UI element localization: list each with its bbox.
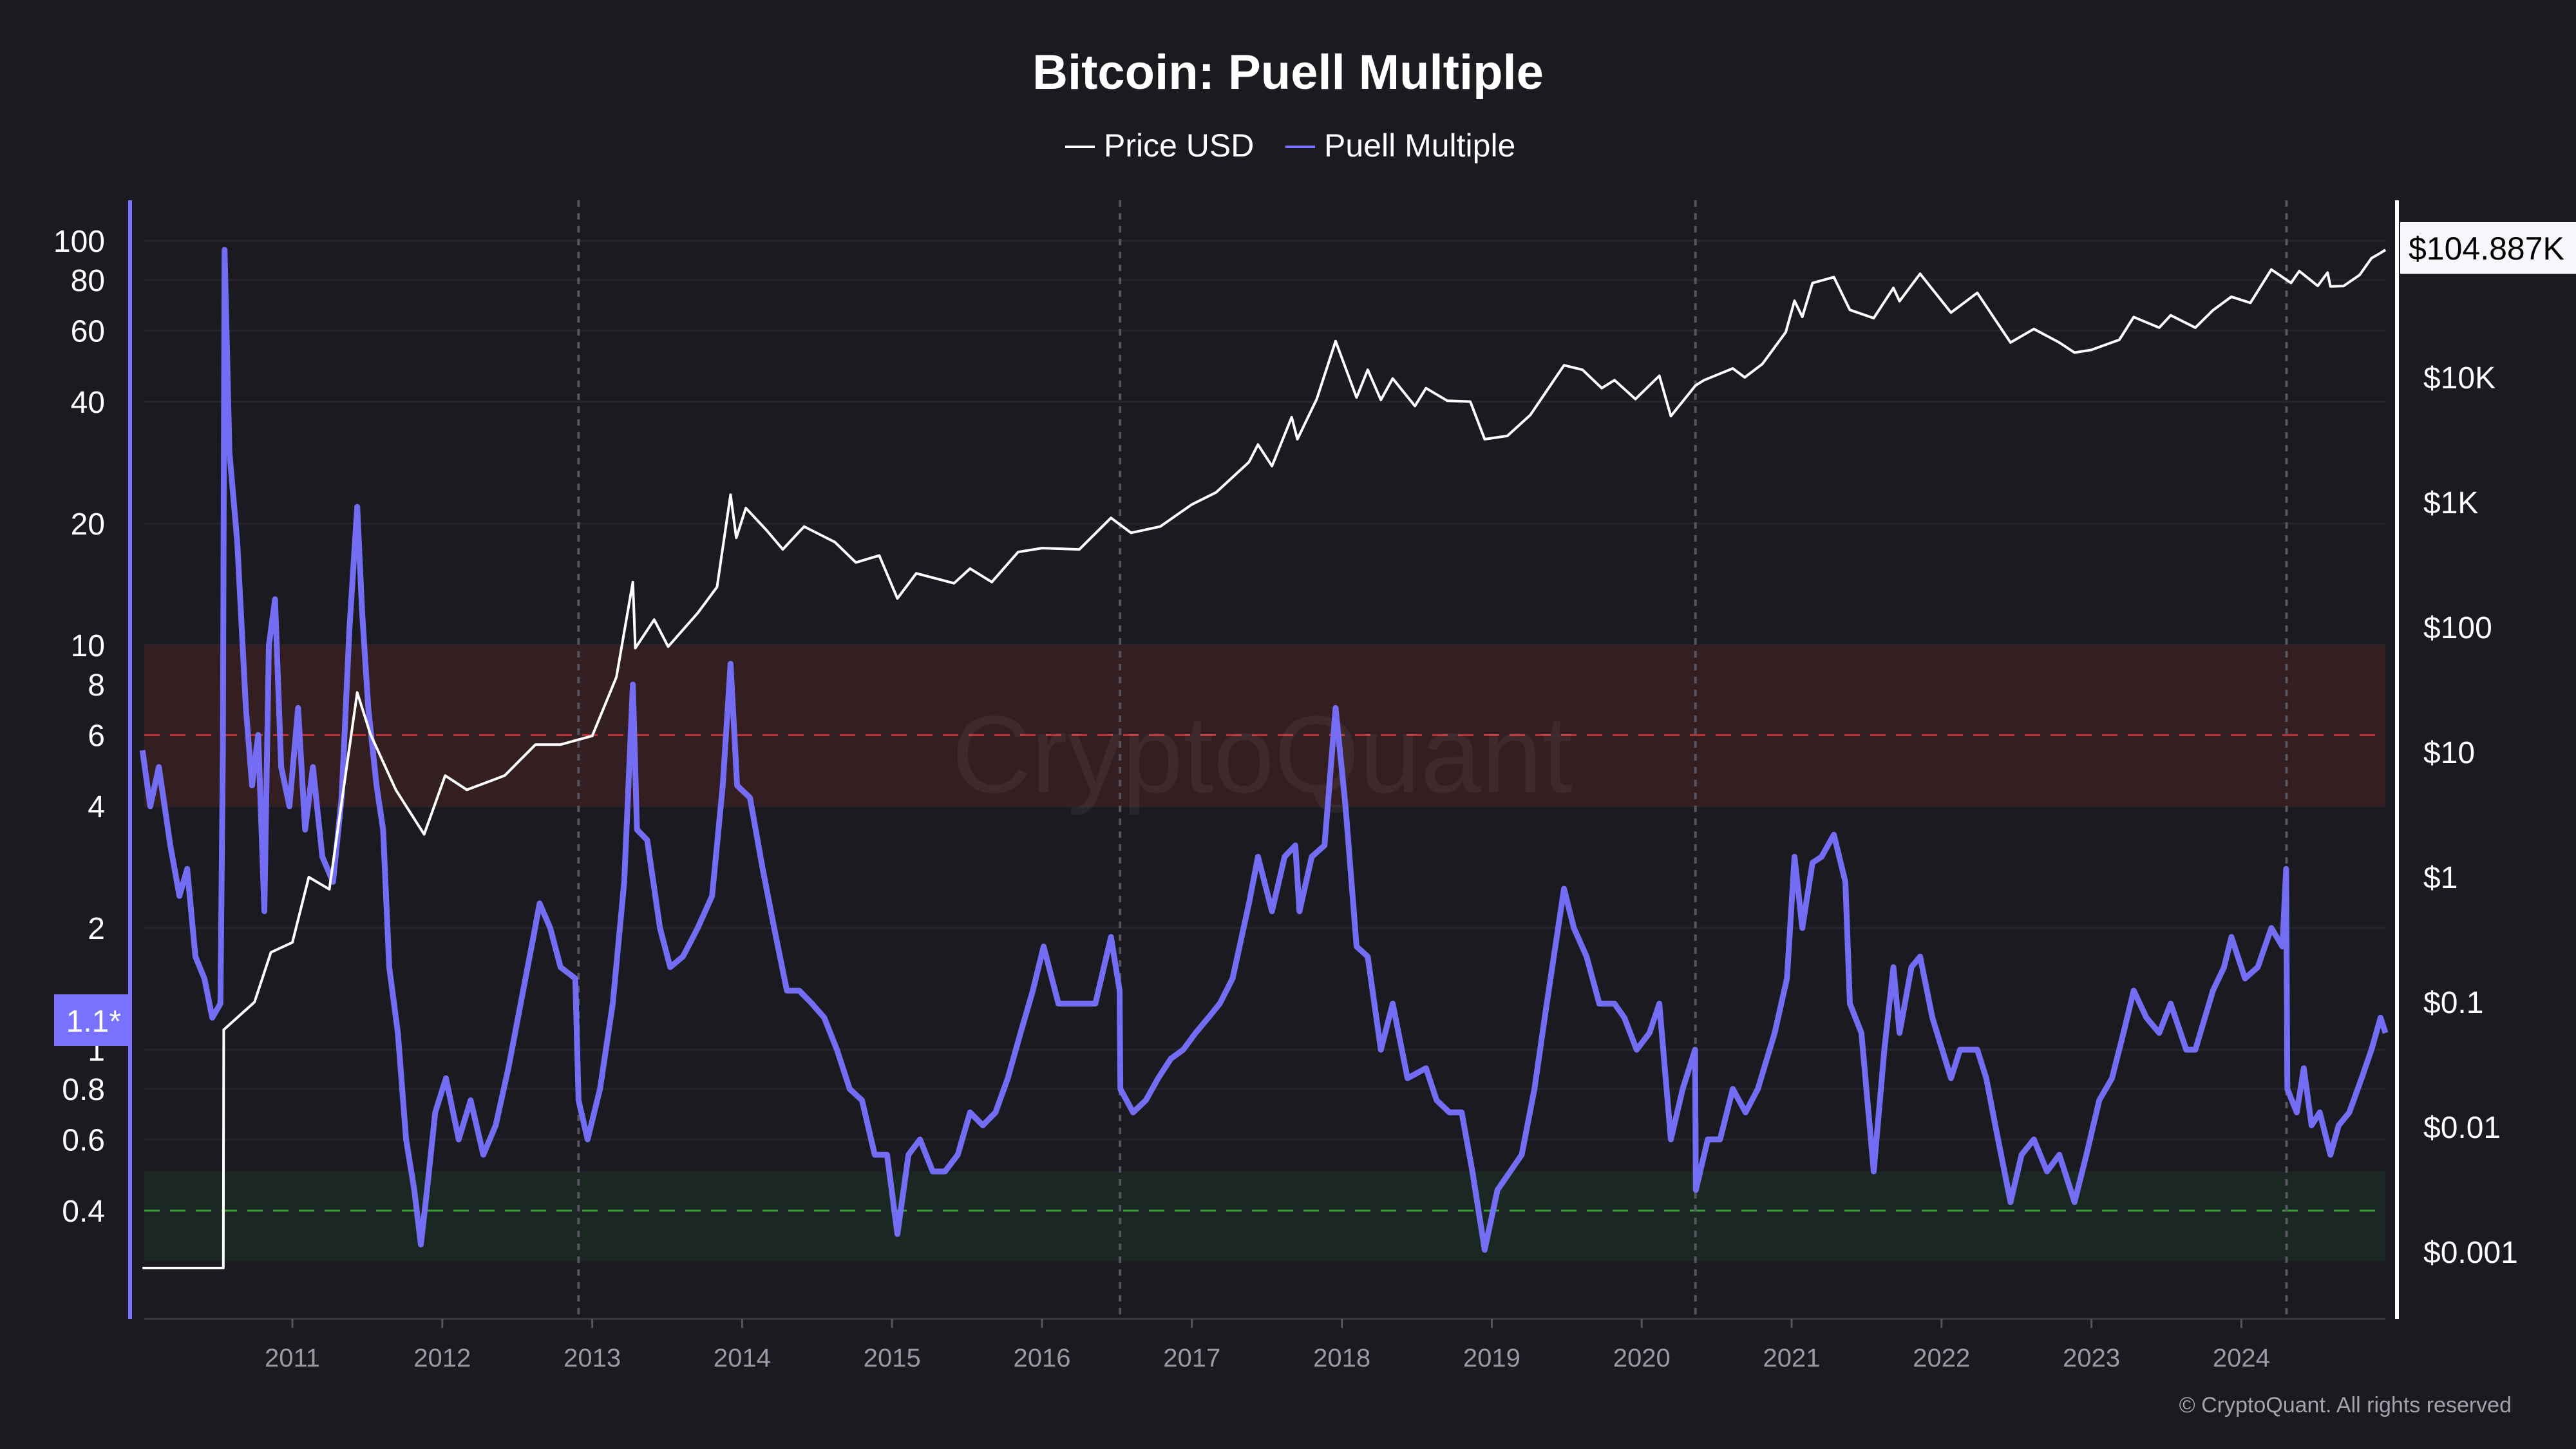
chart-title: Bitcoin: Puell Multiple bbox=[1032, 45, 1544, 100]
puell-multiple-line bbox=[139, 247, 2389, 1253]
current-price-value: $104.887K bbox=[2409, 231, 2564, 267]
left-tick-label: 10 bbox=[71, 629, 105, 663]
left-tick-label: 80 bbox=[71, 264, 105, 298]
legend-item-price[interactable]: Price USD bbox=[1065, 128, 1254, 164]
left-tick-label: 0.4 bbox=[62, 1195, 105, 1229]
left-tick-label: 100 bbox=[53, 225, 105, 259]
left-tick-label: 60 bbox=[71, 314, 105, 348]
x-tick-label: 2014 bbox=[714, 1344, 771, 1372]
right-tick-label: $0.001 bbox=[2423, 1236, 2518, 1270]
left-tick-label: 20 bbox=[71, 507, 105, 542]
x-tick-label: 2022 bbox=[1913, 1344, 1970, 1372]
x-tick-label: 2011 bbox=[265, 1344, 320, 1372]
series bbox=[139, 247, 2389, 1269]
left-tick-label: 2 bbox=[88, 912, 105, 946]
current-puell-value: 1.1* bbox=[66, 1005, 121, 1039]
left-tick-label: 0.6 bbox=[62, 1123, 105, 1157]
current-price-badge-bg bbox=[2400, 222, 2576, 274]
right-axis-ticks: $10K $1K $100 $10 $1 $0.1 $0.01 $0.001 bbox=[2423, 361, 2518, 1270]
x-tick-label: 2016 bbox=[1014, 1344, 1071, 1372]
x-tick-label: 2024 bbox=[2213, 1344, 2270, 1372]
right-tick-label: $100 bbox=[2423, 611, 2492, 645]
legend-item-puell[interactable]: Puell Multiple bbox=[1285, 128, 1515, 164]
right-tick-label: $0.1 bbox=[2423, 986, 2483, 1020]
watermark: CryptoQuant bbox=[952, 694, 1573, 816]
x-tick-label: 2021 bbox=[1763, 1344, 1821, 1372]
x-tick-label: 2019 bbox=[1463, 1344, 1520, 1372]
x-tick-label: 2020 bbox=[1613, 1344, 1671, 1372]
x-tick-label: 2023 bbox=[2063, 1344, 2120, 1372]
left-tick-label: 4 bbox=[88, 790, 105, 824]
left-tick-label: 6 bbox=[88, 719, 105, 753]
right-tick-label: $1 bbox=[2423, 861, 2458, 895]
right-tick-label: $1K bbox=[2423, 486, 2478, 520]
legend[interactable]: Price USD Puell Multiple bbox=[1065, 128, 1515, 164]
left-tick-label: 8 bbox=[88, 668, 105, 703]
current-puell-badge-bg bbox=[54, 994, 130, 1046]
copyright: © CryptoQuant. All rights reserved bbox=[2179, 1393, 2512, 1417]
threshold-bands bbox=[144, 645, 2385, 1262]
left-tick-label: 0.8 bbox=[62, 1073, 105, 1107]
right-tick-label: $0.01 bbox=[2423, 1111, 2501, 1145]
green-band bbox=[144, 1171, 2385, 1262]
legend-label-price: Price USD bbox=[1104, 128, 1254, 164]
right-tick-label: $10 bbox=[2423, 736, 2475, 770]
current-puell-badge: 1.1* bbox=[54, 994, 130, 1046]
current-price-badge: $104.887K bbox=[2400, 222, 2576, 274]
left-tick-label: 40 bbox=[71, 386, 105, 420]
x-tick-label: 2012 bbox=[413, 1344, 471, 1372]
legend-label-puell: Puell Multiple bbox=[1324, 128, 1515, 164]
halving-lines bbox=[577, 200, 2288, 1319]
x-axis-ticks: 2011 2012 2013 2014 2015 2016 2017 2018 2019 2020… bbox=[265, 1319, 2270, 1372]
x-tick-label: 2018 bbox=[1313, 1344, 1370, 1372]
x-tick-label: 2013 bbox=[564, 1344, 621, 1372]
price-usd-line bbox=[142, 249, 2387, 1269]
x-tick-label: 2017 bbox=[1163, 1344, 1220, 1372]
red-band bbox=[144, 645, 2385, 806]
right-tick-label: $10K bbox=[2423, 361, 2496, 395]
x-tick-label: 2015 bbox=[864, 1344, 921, 1372]
